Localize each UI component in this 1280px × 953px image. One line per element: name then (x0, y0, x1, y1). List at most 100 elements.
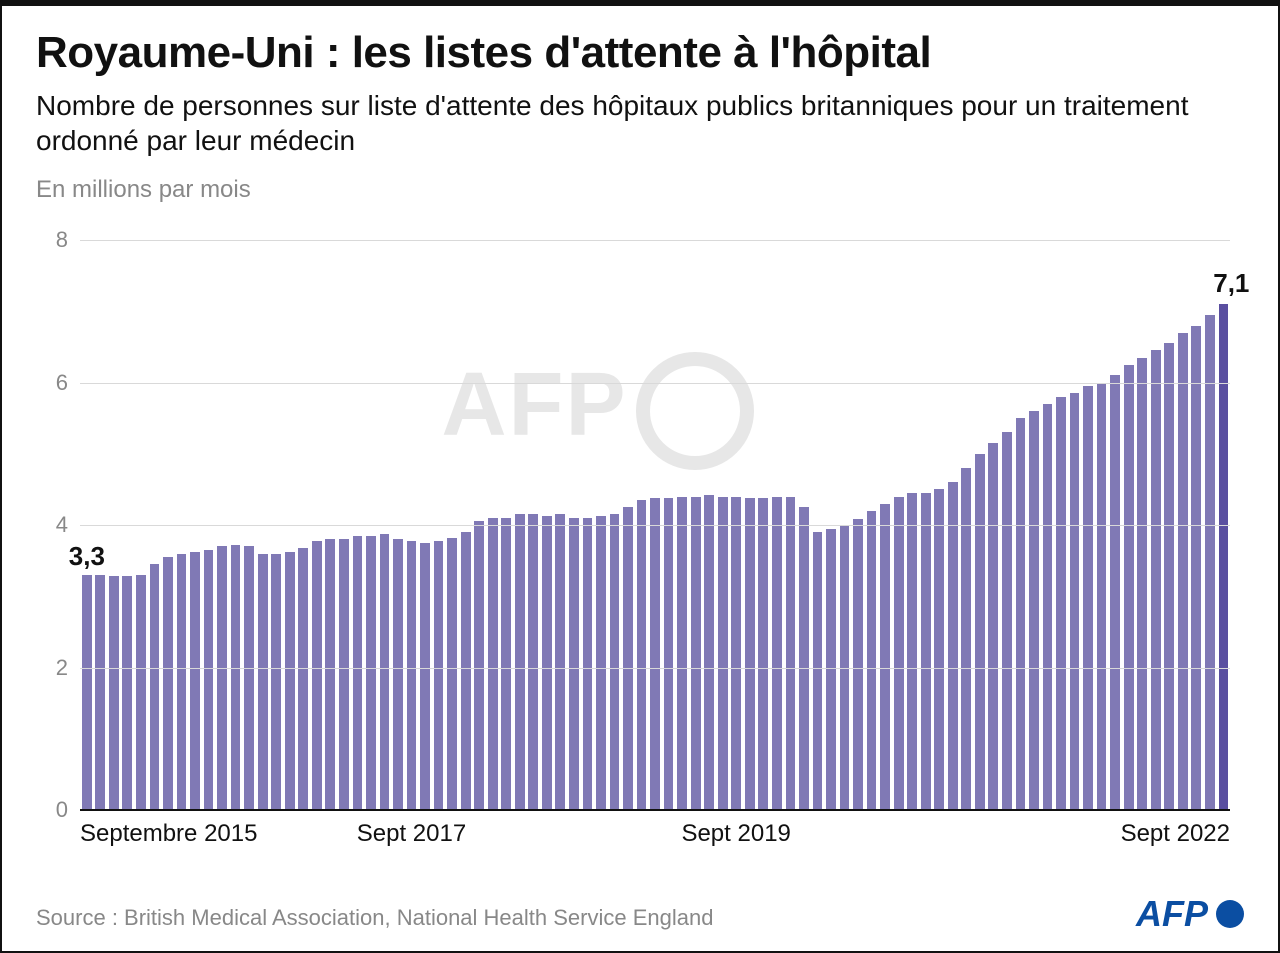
bar (1110, 375, 1120, 810)
bar (813, 532, 823, 810)
bar (528, 514, 538, 810)
source-text: Source : British Medical Association, Na… (36, 905, 713, 931)
bar (934, 489, 944, 810)
bar (1137, 358, 1147, 810)
bar (1205, 315, 1215, 810)
bar (325, 539, 335, 810)
grid-line (80, 525, 1230, 526)
bar (1029, 411, 1039, 810)
bar (772, 497, 782, 811)
bar (569, 518, 579, 810)
y-tick-label: 6 (56, 370, 68, 396)
bar (583, 518, 593, 810)
bar (664, 498, 674, 810)
bar (515, 514, 525, 810)
bar (1016, 418, 1026, 810)
bar (880, 504, 890, 810)
bar (150, 564, 160, 810)
bar (204, 550, 214, 810)
x-axis-label: Sept 2022 (1121, 820, 1230, 848)
bar (339, 539, 349, 810)
bar (1097, 383, 1107, 811)
y-tick-label: 2 (56, 655, 68, 681)
bar (894, 497, 904, 811)
grid-line (80, 240, 1230, 241)
x-axis-label: Sept 2019 (681, 820, 790, 848)
bar (691, 497, 701, 811)
bar (1151, 350, 1161, 810)
bar (758, 498, 768, 810)
unit-label: En millions par mois (36, 176, 251, 204)
bar (501, 518, 511, 810)
bar (190, 552, 200, 810)
grid-line (80, 383, 1230, 384)
bar (177, 554, 187, 811)
bar (1002, 432, 1012, 810)
bar (1070, 393, 1080, 810)
bar (312, 541, 322, 810)
bar (461, 532, 471, 810)
bar (907, 493, 917, 810)
bar (799, 507, 809, 810)
bar (217, 546, 227, 810)
x-axis-label: Septembre 2015 (80, 820, 257, 848)
bar (1083, 386, 1093, 810)
bar (474, 521, 484, 810)
bar (718, 497, 728, 811)
bar (948, 482, 958, 810)
bar (975, 454, 985, 810)
bar (434, 541, 444, 810)
bar (786, 497, 796, 811)
bar (988, 443, 998, 810)
y-tick-label: 0 (56, 797, 68, 823)
bar (488, 518, 498, 810)
bar (826, 529, 836, 810)
bar (623, 507, 633, 810)
y-tick-label: 8 (56, 227, 68, 253)
bar (745, 498, 755, 810)
bar (109, 576, 119, 810)
y-tick-label: 4 (56, 512, 68, 538)
logo-text: AFP (1136, 893, 1208, 935)
bar (650, 498, 660, 810)
logo-dot-icon (1216, 900, 1244, 928)
bar (542, 516, 552, 810)
bar (95, 575, 105, 810)
bar (285, 552, 295, 810)
bar (555, 514, 565, 810)
bar (867, 511, 877, 810)
bar (1219, 304, 1229, 810)
bar (366, 536, 376, 810)
bar (380, 534, 390, 810)
bar (704, 495, 714, 810)
bar (244, 546, 254, 810)
value-callout: 3,3 (69, 541, 105, 572)
bar (407, 541, 417, 810)
bar (271, 554, 281, 811)
bar (447, 538, 457, 810)
grid-line (80, 668, 1230, 669)
bar (921, 493, 931, 810)
bar-chart: AFP 02468Septembre 2015Sept 2017Sept 201… (80, 240, 1230, 810)
bar (136, 575, 146, 810)
afp-logo: AFP (1136, 893, 1244, 935)
bar (258, 554, 268, 811)
bar (163, 557, 173, 810)
x-axis-label: Sept 2017 (357, 820, 466, 848)
bar (393, 539, 403, 810)
page-title: Royaume-Uni : les listes d'attente à l'h… (36, 28, 931, 78)
bar (1043, 404, 1053, 810)
bar (596, 516, 606, 810)
bar (122, 576, 132, 810)
bar (1124, 365, 1134, 810)
bar (731, 497, 741, 811)
bar (82, 575, 92, 810)
bar (677, 497, 687, 811)
bar (961, 468, 971, 810)
bar (1191, 326, 1201, 811)
x-axis-baseline (80, 809, 1230, 811)
bar (1056, 397, 1066, 810)
value-callout: 7,1 (1213, 268, 1249, 299)
bar (610, 514, 620, 810)
bar (1164, 343, 1174, 810)
